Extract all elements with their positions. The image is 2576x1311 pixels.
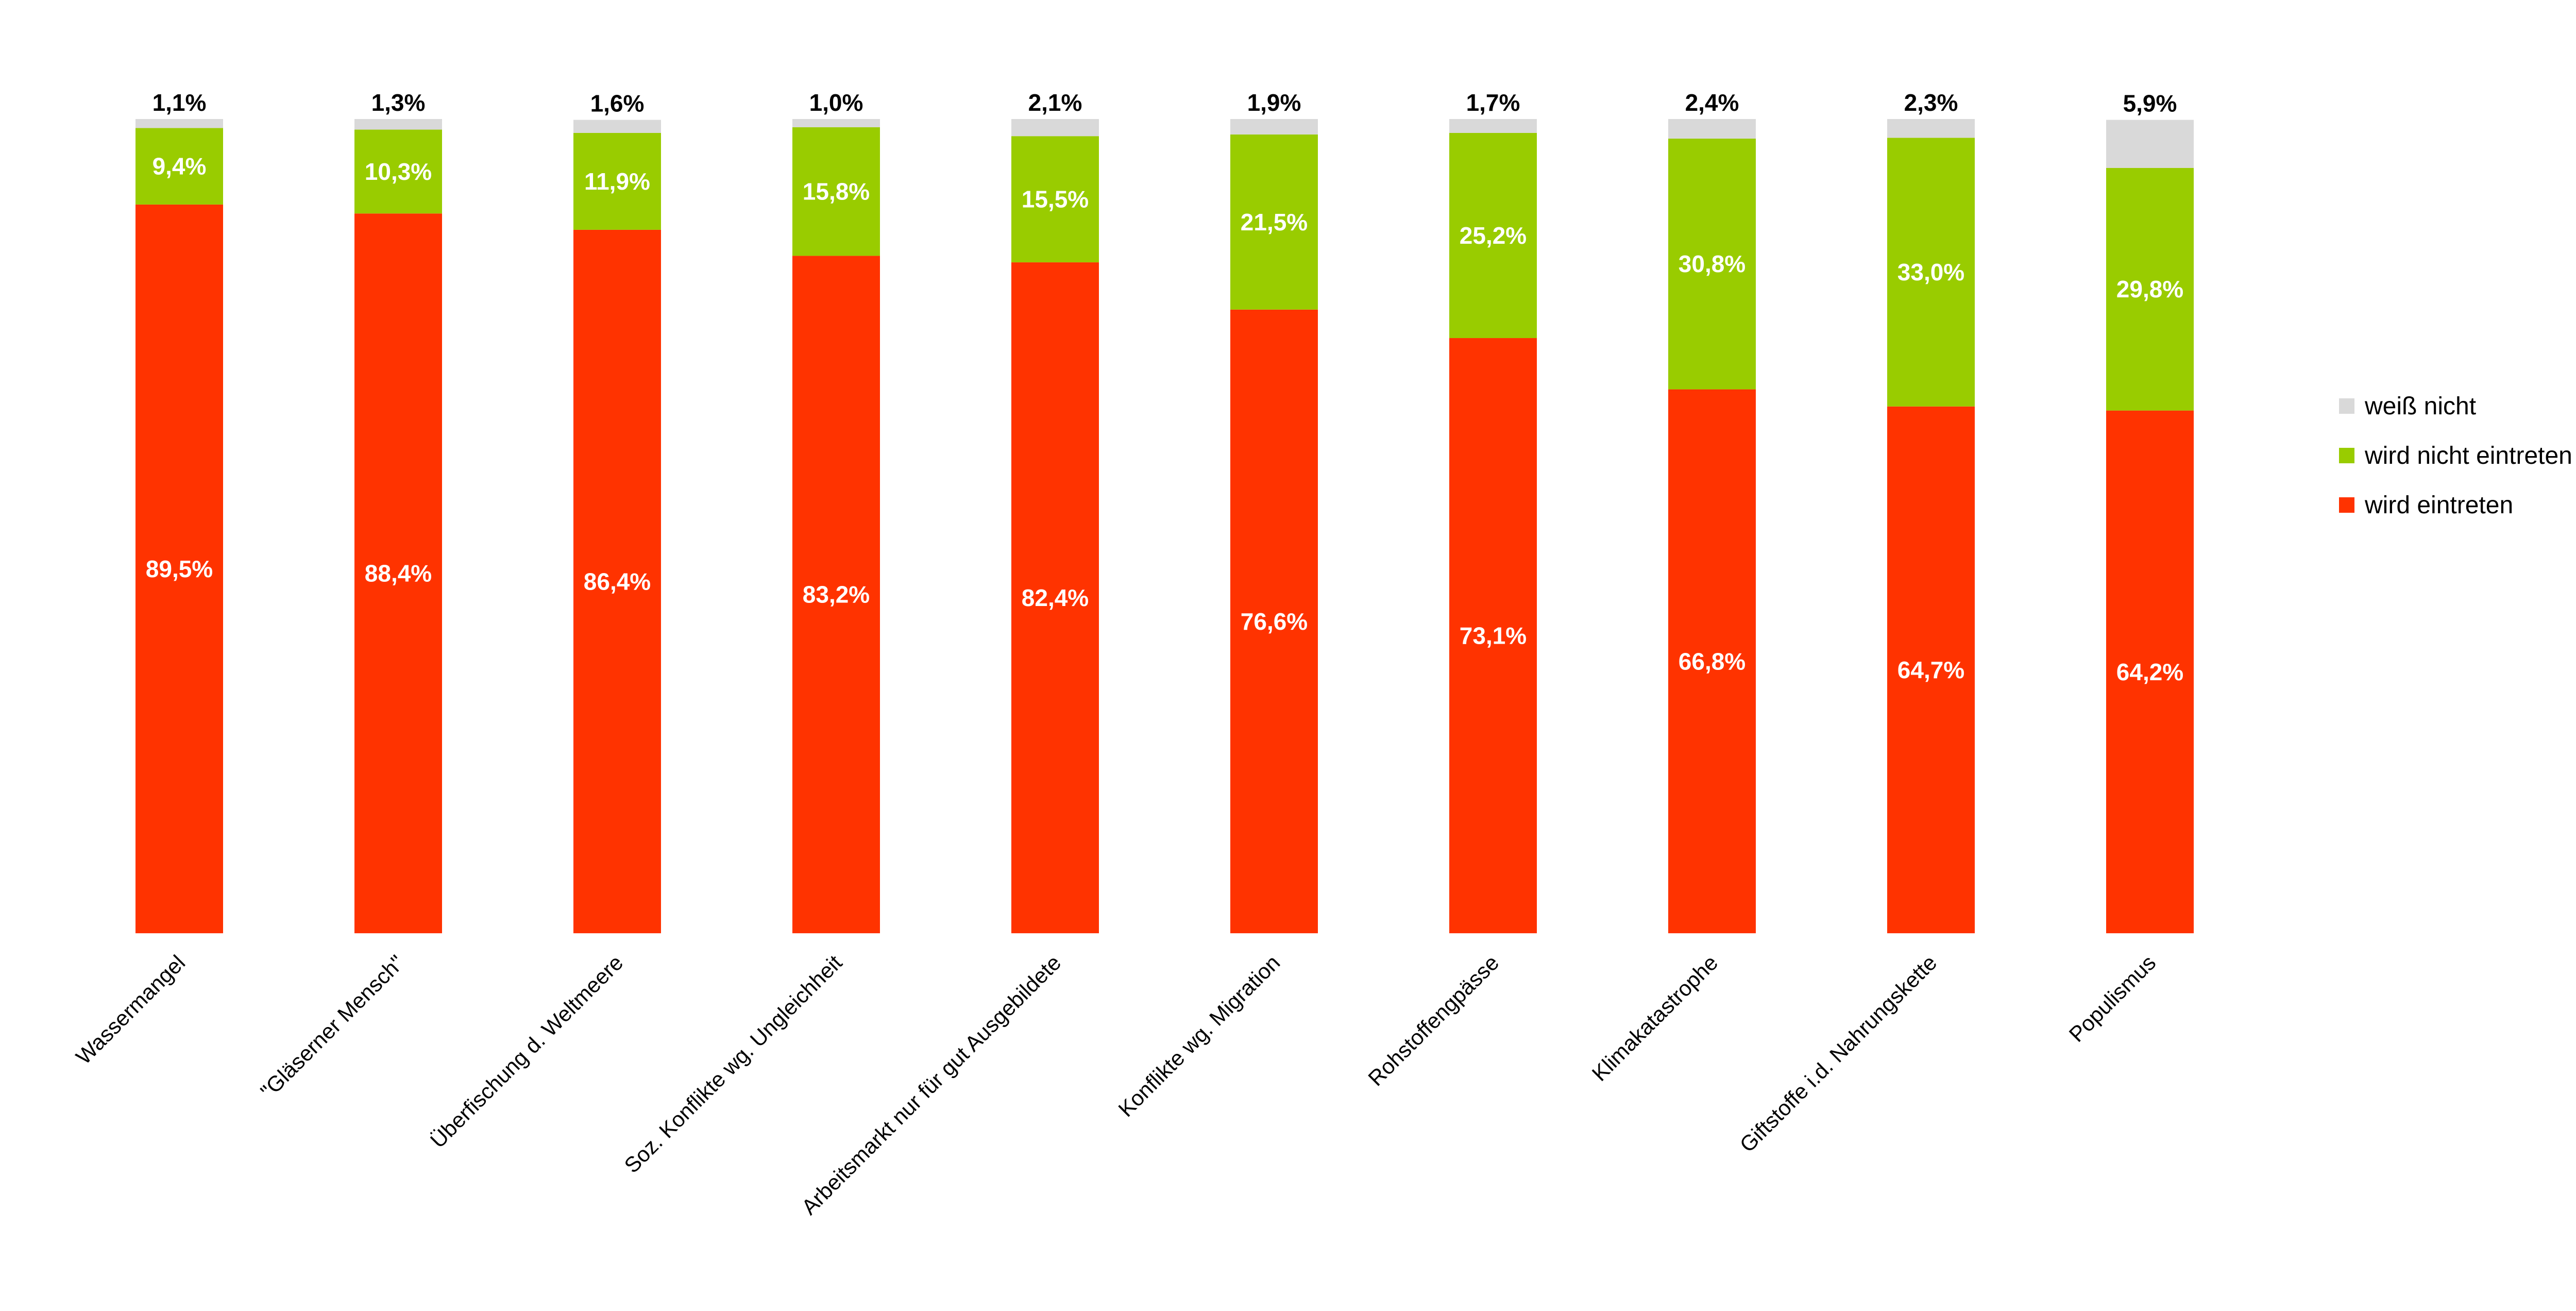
category-label: Rohstoffengpässe xyxy=(1363,950,1503,1090)
bar-weiß-nicht xyxy=(135,119,223,128)
bar-wird-nicht-eintreten xyxy=(2106,167,2194,411)
data-label: 9,4% xyxy=(152,153,207,180)
data-label: 25,2% xyxy=(1460,222,1527,249)
data-label: 30,8% xyxy=(1679,250,1745,277)
data-label: 29,8% xyxy=(2116,276,2183,302)
bar-wird-eintreten xyxy=(1011,262,1099,934)
bar-weiß-nicht xyxy=(1668,119,1756,139)
legend-item: weiß nicht xyxy=(2364,393,2476,420)
data-label: 89,5% xyxy=(146,556,213,582)
bar-wird-nicht-eintreten xyxy=(135,128,223,205)
bar-weiß-nicht xyxy=(1230,119,1318,135)
bar-wird-nicht-eintreten xyxy=(1887,138,1975,407)
category-labels: Wassermangel "Gläserner Mensch" Überfischu… xyxy=(71,950,2160,1219)
bar-wird-eintreten xyxy=(573,229,661,933)
data-label: 88,4% xyxy=(365,560,432,587)
bar-wird-nicht-eintreten xyxy=(1011,136,1099,263)
bar-weiß-nicht xyxy=(573,120,661,133)
category-label: Arbeitsmarkt nur für gut Ausgebildete xyxy=(796,950,1065,1219)
data-label: 15,8% xyxy=(803,178,870,205)
data-label: 66,8% xyxy=(1679,648,1745,675)
category-label: Giftstoffe i.d. Nahrungskette xyxy=(1735,950,1942,1157)
data-label: 1,1% xyxy=(152,89,207,116)
bar-wird-nicht-eintreten xyxy=(1668,138,1756,390)
legend-swatch xyxy=(2339,398,2354,414)
bar-wird-eintreten xyxy=(354,213,442,933)
bar-weiß-nicht xyxy=(1887,119,1975,138)
bar-wird-eintreten xyxy=(1230,309,1318,933)
data-label: 1,3% xyxy=(371,89,426,116)
bar-wird-nicht-eintreten xyxy=(1230,135,1318,310)
data-label: 11,9% xyxy=(584,168,650,195)
data-label: 15,5% xyxy=(1022,186,1089,213)
bars: 89,5% 9,4% 1,1% 88,4% 10,3% 1,3% 86,4% 11,9% 1,6… xyxy=(135,89,2194,934)
bar-wird-nicht-eintreten xyxy=(354,129,442,214)
bar-weiß-nicht xyxy=(354,119,442,130)
category-label: Soz. Konflikte wg. Ungleichheit xyxy=(619,950,846,1178)
bar-weiß-nicht xyxy=(792,119,880,127)
data-label: 64,2% xyxy=(2116,659,2183,685)
data-label: 33,0% xyxy=(1897,259,1964,285)
bar-wird-eintreten xyxy=(135,204,223,933)
category-label: Klimakatastrophe xyxy=(1587,950,1723,1086)
data-label: 1,7% xyxy=(1466,89,1520,116)
legend-item: wird nicht eintreten xyxy=(2364,442,2572,469)
bar-wird-eintreten xyxy=(792,256,880,934)
bar-wird-eintreten xyxy=(1887,406,1975,933)
category-label: "Gläserner Mensch" xyxy=(256,950,409,1103)
bar-weiß-nicht xyxy=(1011,119,1099,137)
data-label: 73,1% xyxy=(1460,623,1527,649)
bar-wird-eintreten xyxy=(2106,410,2194,933)
category-label: Wassermangel xyxy=(71,950,190,1069)
bar-wird-nicht-eintreten xyxy=(573,132,661,230)
data-label: 1,6% xyxy=(590,90,645,117)
bar-wird-nicht-eintreten xyxy=(792,127,880,256)
bar-weiß-nicht xyxy=(1449,119,1537,133)
data-label: 86,4% xyxy=(584,568,651,595)
legend-swatch xyxy=(2339,497,2354,513)
data-label: 2,1% xyxy=(1028,89,1082,116)
category-label: Konflikte wg. Migration xyxy=(1113,950,1284,1121)
data-label: 2,3% xyxy=(1904,89,1958,116)
category-label: Populismus xyxy=(2064,950,2161,1047)
data-label: 5,9% xyxy=(2123,90,2177,117)
data-label: 10,3% xyxy=(365,158,432,185)
data-label: 1,0% xyxy=(809,89,863,116)
data-label: 2,4% xyxy=(1685,89,1739,116)
category-label: Überfischung d. Weltmeere xyxy=(426,950,628,1153)
data-label: 76,6% xyxy=(1241,608,1308,635)
data-label: 21,5% xyxy=(1241,209,1308,236)
data-label: 64,7% xyxy=(1897,657,1964,683)
data-label: 83,2% xyxy=(803,581,870,608)
legend-item: wird eintreten xyxy=(2364,492,2513,519)
bar-weiß-nicht xyxy=(2106,120,2194,168)
data-label: 82,4% xyxy=(1022,584,1089,611)
bar-wird-nicht-eintreten xyxy=(1449,132,1537,339)
bar-wird-eintreten xyxy=(1668,389,1756,933)
legend-swatch xyxy=(2339,448,2354,463)
bar-wird-eintreten xyxy=(1449,338,1537,933)
legend: weiß nicht wird nicht eintreten wird eintr… xyxy=(2339,393,2572,519)
data-label: 1,9% xyxy=(1247,89,1301,116)
